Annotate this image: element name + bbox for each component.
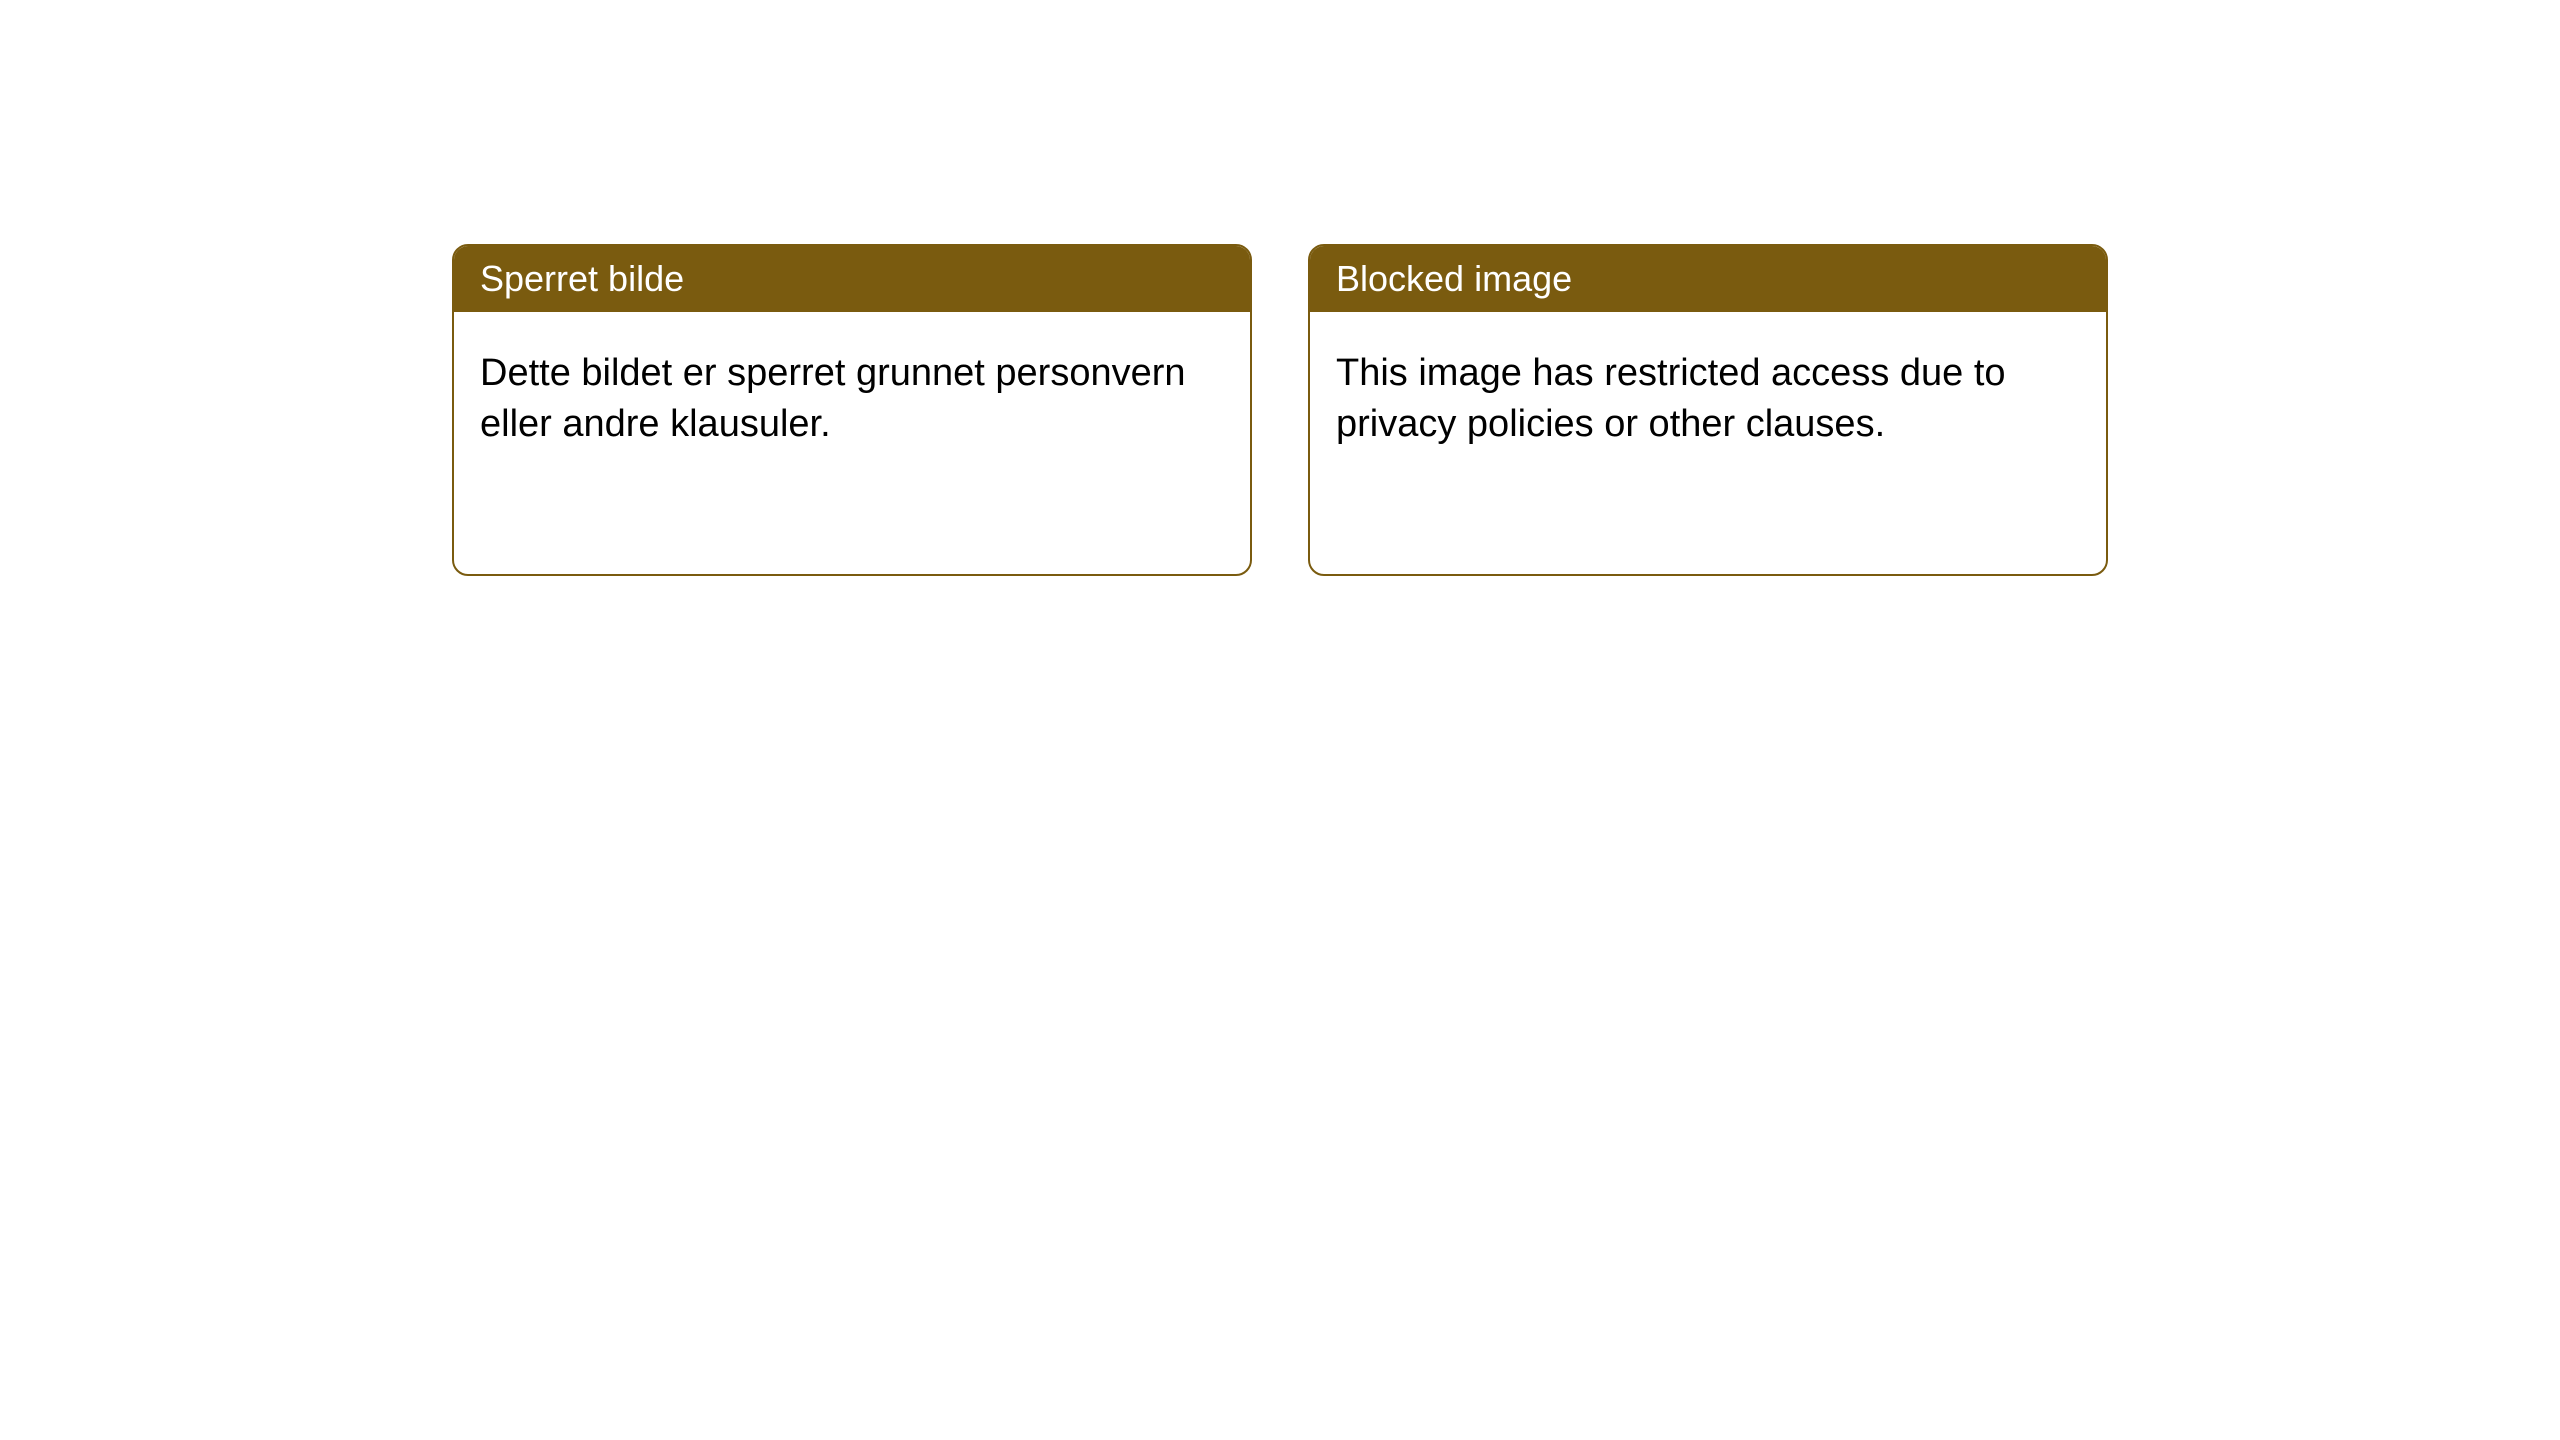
notice-header-norwegian: Sperret bilde <box>454 246 1250 312</box>
notice-body-text: This image has restricted access due to … <box>1336 352 2006 445</box>
notice-body-english: This image has restricted access due to … <box>1310 312 2106 487</box>
notice-body-text: Dette bildet er sperret grunnet personve… <box>480 352 1186 445</box>
notice-header-text: Blocked image <box>1336 258 1572 299</box>
notice-header-text: Sperret bilde <box>480 258 684 299</box>
notice-body-norwegian: Dette bildet er sperret grunnet personve… <box>454 312 1250 487</box>
notice-header-english: Blocked image <box>1310 246 2106 312</box>
notice-card-norwegian: Sperret bilde Dette bildet er sperret gr… <box>452 244 1252 576</box>
notice-cards-container: Sperret bilde Dette bildet er sperret gr… <box>452 244 2108 576</box>
notice-card-english: Blocked image This image has restricted … <box>1308 244 2108 576</box>
